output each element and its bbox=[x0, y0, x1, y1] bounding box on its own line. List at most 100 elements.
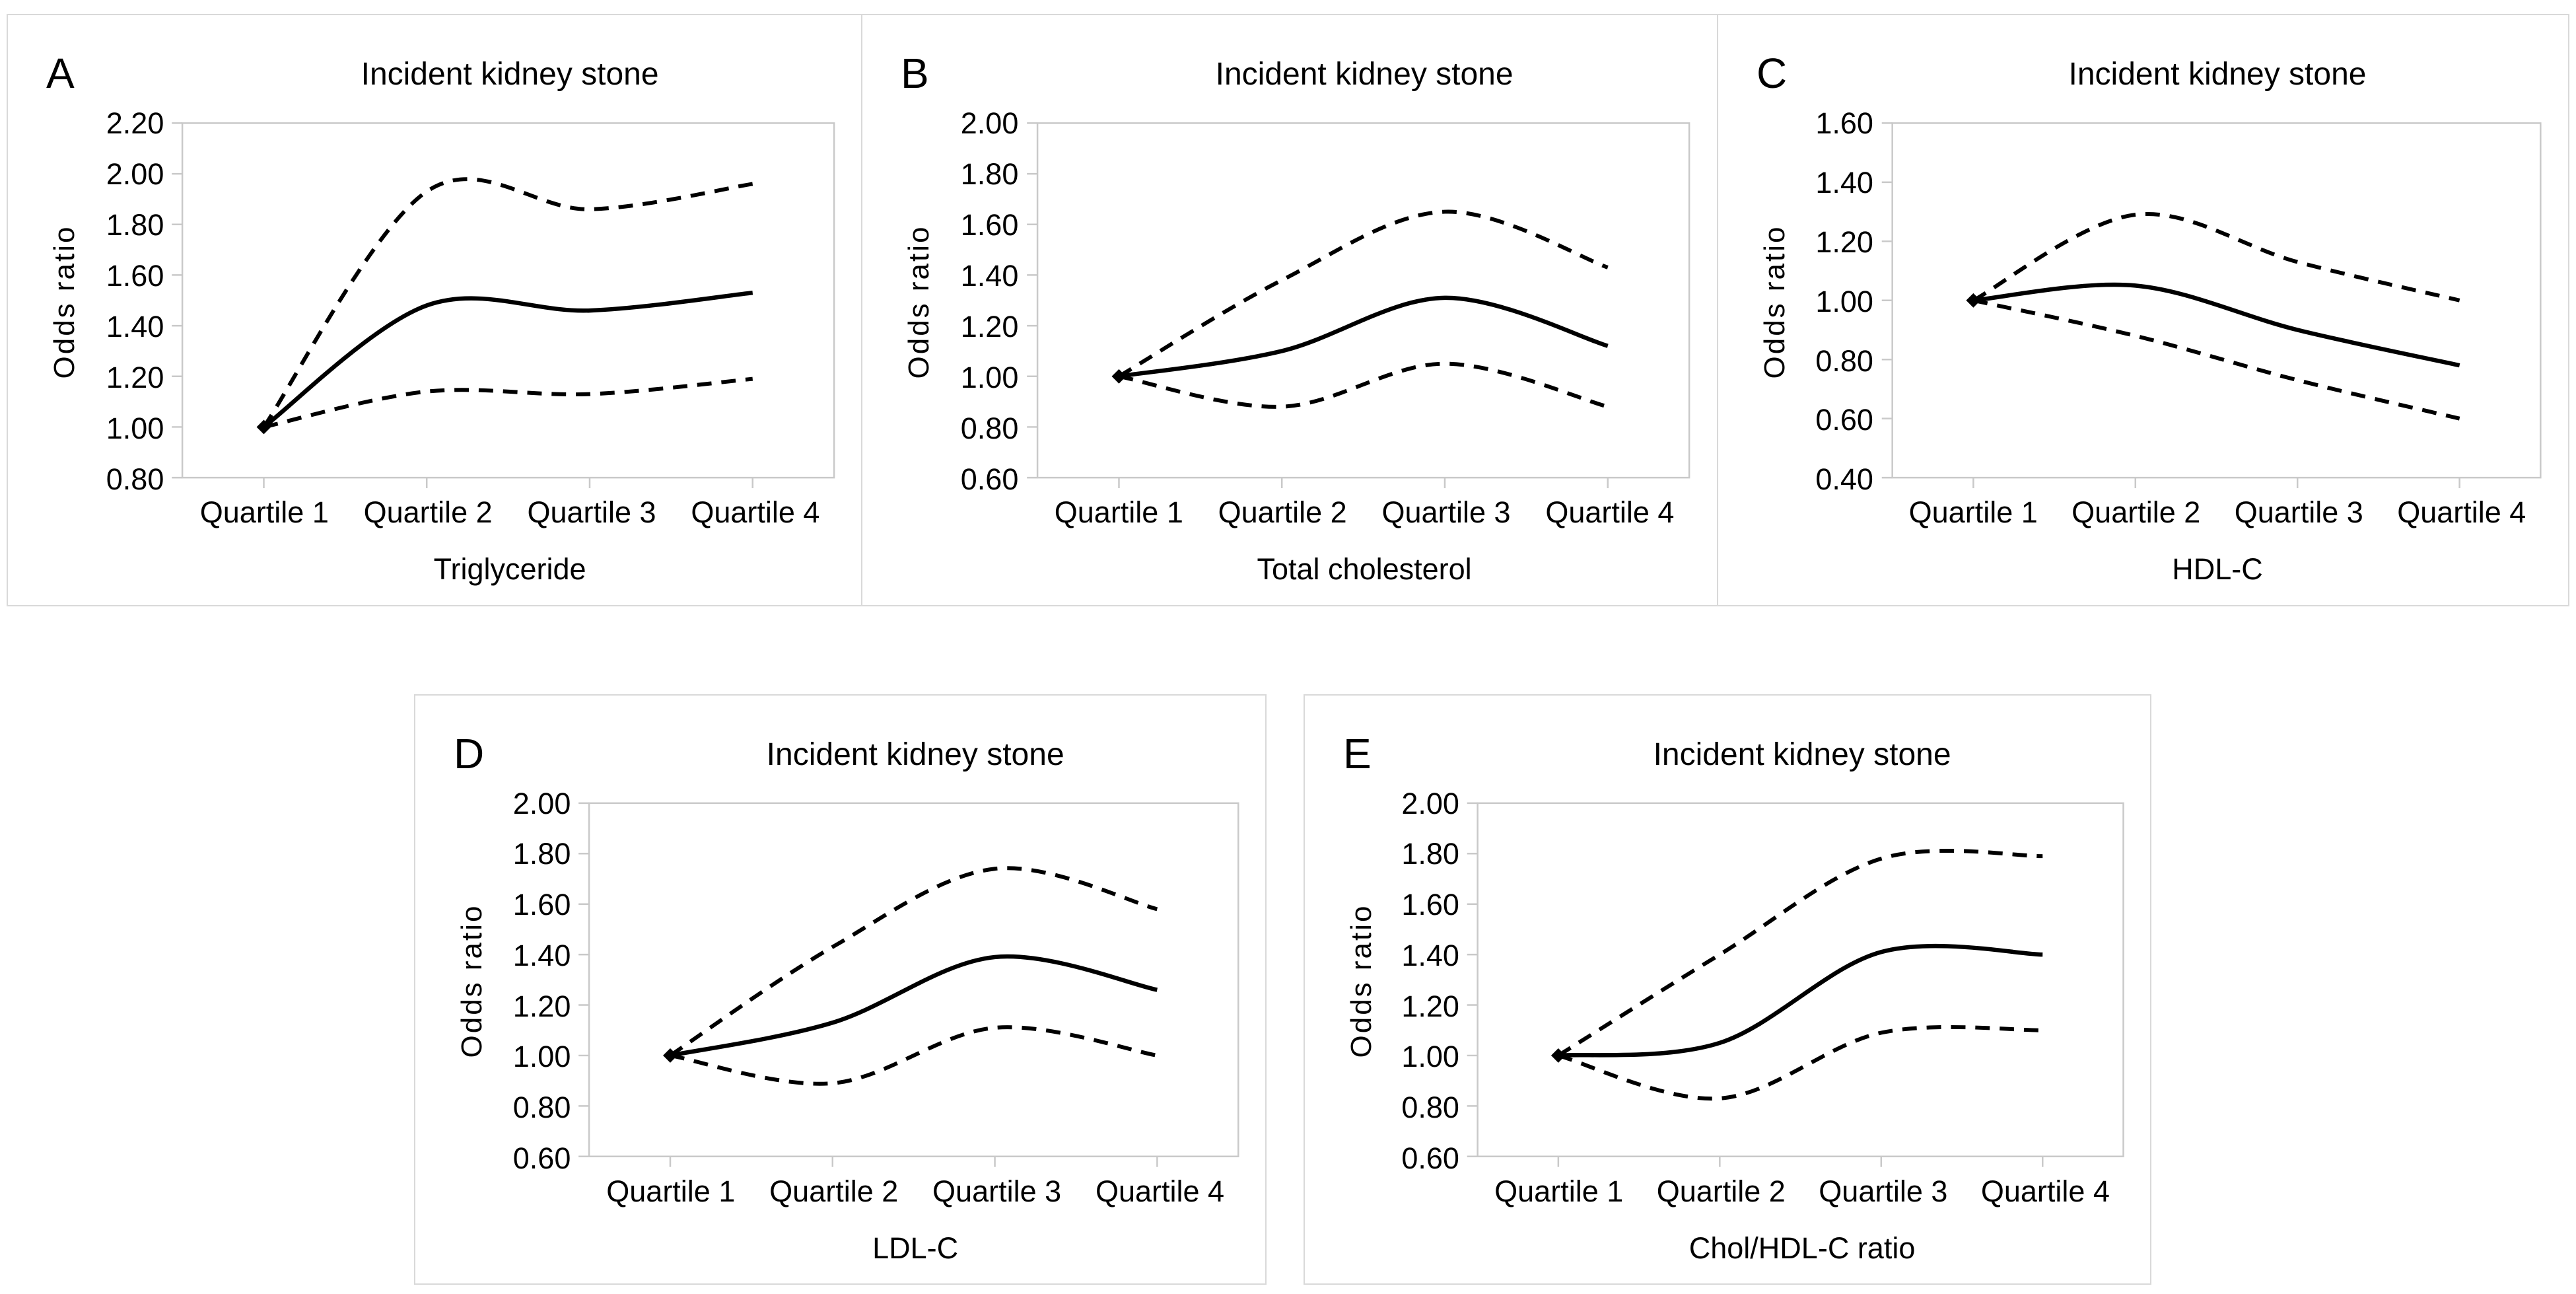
lower-ci-line bbox=[1558, 1024, 2043, 1101]
x-tick-label: Quartile 1 bbox=[1908, 495, 2038, 530]
plot-area bbox=[578, 802, 1239, 1167]
y-tick-label: 2.20 bbox=[106, 106, 164, 141]
y-tick-label: 1.80 bbox=[1401, 837, 1459, 871]
y-tick-label: 1.80 bbox=[960, 157, 1019, 192]
panel-letter: E bbox=[1343, 730, 1372, 777]
y-tick-label: 0.80 bbox=[1401, 1091, 1459, 1125]
x-tick-label: Quartile 1 bbox=[199, 495, 329, 530]
x-tick-label: Quartile 3 bbox=[2234, 495, 2363, 530]
y-tick-label: 0.40 bbox=[1815, 462, 1873, 497]
y-tick-label: 0.60 bbox=[512, 1141, 571, 1175]
y-tick-label: 1.00 bbox=[960, 361, 1019, 395]
y-tick-label: 2.00 bbox=[106, 157, 164, 192]
panel-ldl-c: D Incident kidney stone Odds ratio 2.00 1… bbox=[414, 694, 1267, 1285]
y-tick-label: 1.40 bbox=[512, 938, 571, 972]
x-tick-label: Quartile 3 bbox=[932, 1174, 1062, 1208]
y-tick-label: 1.00 bbox=[1815, 284, 1873, 318]
q1-reference-marker bbox=[1550, 1048, 1566, 1063]
y-tick-label: 1.40 bbox=[1815, 166, 1873, 199]
lower-ci-line bbox=[1118, 361, 1609, 409]
panel-total-cholesterol: B Incident kidney stone Odds ratio 2.00 1… bbox=[862, 14, 1718, 606]
plot-frame bbox=[588, 802, 1239, 1158]
y-tick-label: 1.60 bbox=[1815, 106, 1873, 141]
upper-ci-line bbox=[1972, 212, 2460, 303]
y-tick-label: 2.00 bbox=[1401, 786, 1459, 820]
panel-chol-hdl-ratio: E Incident kidney stone Odds ratio 2.00 1… bbox=[1304, 694, 2151, 1285]
plot-area bbox=[1881, 122, 2542, 489]
upper-ci-line bbox=[262, 177, 753, 429]
y-tick-label: 2.00 bbox=[960, 106, 1019, 141]
odds-ratio-line bbox=[1973, 282, 2460, 368]
y-tick-label: 0.80 bbox=[1815, 343, 1873, 378]
y-tick-label: 0.60 bbox=[1401, 1141, 1459, 1175]
q1-reference-marker bbox=[1966, 293, 1981, 308]
y-tick-label: 1.60 bbox=[106, 259, 164, 293]
x-axis-title: LDL-C bbox=[872, 1231, 959, 1265]
x-axis-title: Total cholesterol bbox=[1257, 552, 1472, 587]
y-tick-label: 0.60 bbox=[960, 462, 1019, 497]
x-tick-label: Quartile 3 bbox=[527, 495, 656, 530]
chart-title: Incident kidney stone bbox=[1653, 737, 1951, 772]
x-tick-label: Quartile 2 bbox=[2071, 495, 2201, 530]
y-tick-label: 1.00 bbox=[106, 412, 164, 446]
x-tick-label: Quartile 1 bbox=[1494, 1174, 1624, 1208]
x-tick-label: Quartile 4 bbox=[691, 495, 820, 530]
upper-ci-line bbox=[669, 866, 1158, 1058]
y-tick-label: 0.80 bbox=[960, 412, 1019, 446]
chart-title: Incident kidney stone bbox=[2068, 57, 2367, 92]
x-tick-label: Quartile 3 bbox=[1381, 495, 1511, 530]
panel-letter: A bbox=[46, 50, 75, 97]
plot-area bbox=[1027, 122, 1690, 489]
y-tick-label: 1.40 bbox=[106, 310, 164, 344]
y-tick-label: 0.60 bbox=[1815, 403, 1873, 437]
x-tick-label: Quartile 4 bbox=[2397, 495, 2526, 530]
odds-ratio-line bbox=[1558, 943, 2043, 1058]
y-tick-label: 1.60 bbox=[960, 208, 1019, 242]
q1-reference-marker bbox=[663, 1048, 678, 1063]
y-tick-label: 1.80 bbox=[106, 208, 164, 242]
panel-hdl-c: C Incident kidney stone Odds ratio 1.60 1… bbox=[1718, 14, 2569, 606]
x-axis-title: Chol/HDL-C ratio bbox=[1688, 1231, 1916, 1265]
x-tick-label: Quartile 4 bbox=[1095, 1174, 1225, 1208]
y-tick-label: 0.80 bbox=[512, 1091, 571, 1125]
panel-letter: B bbox=[901, 50, 929, 97]
y-tick-label: 2.00 bbox=[512, 786, 571, 820]
y-tick-label: 1.00 bbox=[1401, 1040, 1459, 1074]
x-tick-label: Quartile 1 bbox=[606, 1174, 736, 1208]
y-tick-label: 1.00 bbox=[512, 1040, 571, 1074]
y-tick-label: 1.20 bbox=[960, 310, 1019, 344]
lower-ci-line bbox=[1972, 298, 2460, 421]
y-tick-label: 1.40 bbox=[960, 259, 1019, 293]
lower-ci-line bbox=[670, 1025, 1158, 1086]
y-tick-label: 1.20 bbox=[1401, 989, 1459, 1023]
chart-title: Incident kidney stone bbox=[766, 737, 1064, 772]
y-tick-label: 1.80 bbox=[512, 837, 571, 871]
plot-frame bbox=[1477, 802, 2124, 1158]
x-tick-label: Quartile 2 bbox=[769, 1174, 899, 1208]
plot-frame bbox=[181, 122, 835, 479]
chart-title: Incident kidney stone bbox=[361, 57, 659, 92]
plot-area bbox=[1467, 802, 2124, 1167]
plot-frame bbox=[1891, 122, 2542, 479]
y-tick-label: 1.40 bbox=[1401, 938, 1459, 972]
x-tick-label: Quartile 3 bbox=[1819, 1174, 1948, 1208]
odds-ratio-line bbox=[1118, 295, 1609, 378]
y-tick-label: 0.80 bbox=[106, 462, 164, 497]
panel-letter: D bbox=[454, 730, 485, 777]
y-tick-label: 1.20 bbox=[512, 989, 571, 1023]
x-tick-label: Quartile 2 bbox=[363, 495, 493, 530]
panel-triglyceride: A Incident kidney stone Odds ratio 2.20 2… bbox=[7, 14, 862, 606]
y-tick-label: 1.60 bbox=[512, 888, 571, 922]
chart-title: Incident kidney stone bbox=[1215, 57, 1514, 92]
plot-frame bbox=[1036, 122, 1690, 479]
y-tick-label: 1.60 bbox=[1401, 888, 1459, 922]
x-axis-title: Triglyceride bbox=[433, 552, 586, 587]
plot-area bbox=[172, 122, 835, 489]
y-tick-label: 1.20 bbox=[106, 361, 164, 395]
x-axis-title: HDL-C bbox=[2172, 552, 2263, 587]
x-tick-label: Quartile 2 bbox=[1218, 495, 1347, 530]
x-tick-label: Quartile 4 bbox=[1545, 495, 1675, 530]
lower-ci-line bbox=[263, 377, 753, 429]
upper-ci-line bbox=[1117, 209, 1609, 378]
